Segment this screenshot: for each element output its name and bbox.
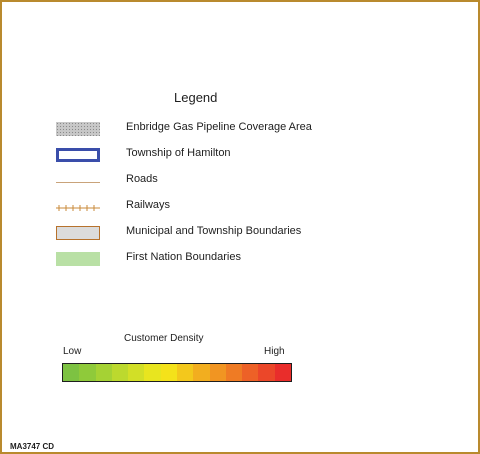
density-low-label: Low [63,346,82,357]
road-line-icon [56,182,100,183]
density-ramp-segment [160,364,177,381]
legend-item-label: Railways [126,199,171,211]
density-ramp-segment [63,364,80,381]
green-fill-box-icon [56,252,100,266]
density-ramp-segment [176,364,194,381]
map-id-label: MA3747 CD [10,442,55,451]
railway-line-icon [56,205,100,211]
density-ramp-segment [209,364,226,381]
legend-item-first-nation-boundaries: First Nation Boundaries [56,250,456,270]
legend-item-township: Township of Hamilton [56,146,456,166]
density-ramp-segment [144,364,161,381]
density-ramp-segment [111,364,129,381]
legend-title: Legend [174,90,218,105]
density-ramp-segment [242,364,259,381]
density-ramp-segment [128,364,145,381]
legend-item-label: First Nation Boundaries [126,251,241,263]
density-ramp-segment [193,364,210,381]
density-ramp-segment [258,364,275,381]
legend-item-label: Enbridge Gas Pipeline Coverage Area [126,121,312,133]
density-high-label: High [264,346,285,357]
density-scale-title: Customer Density [124,333,204,344]
legend-item-label: Township of Hamilton [126,147,231,159]
density-ramp-segment [274,364,291,381]
orange-outline-gray-box-icon [56,226,100,240]
legend-item-label: Roads [126,173,158,185]
density-ramp-segment [95,364,112,381]
density-ramp-segment [225,364,243,381]
legend-item-municipal-boundaries: Municipal and Township Boundaries [56,224,456,244]
density-color-ramp [62,363,292,382]
density-ramp-segment [79,364,96,381]
legend-item-railways: Railways [56,198,456,218]
legend-item-label: Municipal and Township Boundaries [126,225,302,237]
legend-item-roads: Roads [56,172,456,192]
legend-item-pipeline-coverage: Enbridge Gas Pipeline Coverage Area [56,120,456,140]
blue-outline-box-icon [56,148,100,162]
stippled-gray-area-icon [56,122,100,136]
